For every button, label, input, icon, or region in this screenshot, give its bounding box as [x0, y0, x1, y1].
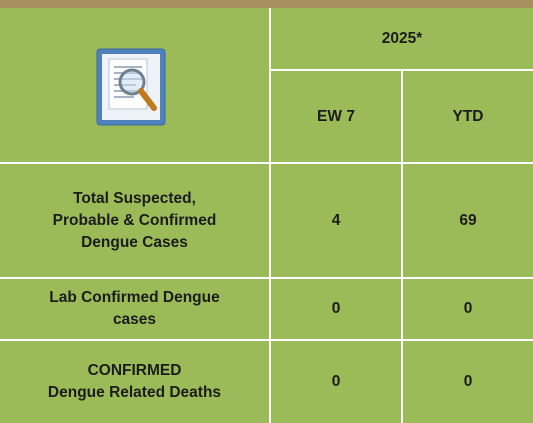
- label-line: CONFIRMED: [87, 362, 182, 379]
- row-divider: [269, 69, 533, 71]
- label-line: Lab Confirmed Dengue: [49, 289, 220, 306]
- label-line: cases: [112, 311, 157, 328]
- label-line: Total Suspected,: [73, 189, 196, 207]
- label-line: Dengue Related Deaths: [47, 384, 222, 401]
- column-divider: [269, 8, 271, 423]
- value-cell: 0: [463, 373, 473, 390]
- column-divider: [401, 70, 403, 423]
- value-cell: 0: [331, 300, 341, 317]
- row-label: Total Suspected, Probable & Confirmed Deng…: [0, 164, 269, 277]
- value-cell: 69: [459, 211, 477, 229]
- label-line: Probable & Confirmed: [52, 211, 217, 229]
- row-label: Lab Confirmed Dengue cases: [0, 279, 269, 339]
- row-divider: [0, 162, 533, 164]
- column-header: YTD: [452, 107, 484, 125]
- value-cell: 4: [331, 211, 341, 229]
- year-header: 2025*: [381, 29, 423, 47]
- label-line: Dengue Cases: [81, 233, 188, 251]
- row-divider: [0, 277, 533, 279]
- row-label: CONFIRMED Dengue Related Deaths: [0, 341, 269, 423]
- column-header: EW 7: [317, 107, 355, 125]
- row-divider: [0, 339, 533, 341]
- value-cell: 0: [331, 373, 341, 390]
- top-strip: [0, 0, 533, 8]
- value-cell: 0: [463, 300, 473, 317]
- search-document-icon: [96, 48, 166, 126]
